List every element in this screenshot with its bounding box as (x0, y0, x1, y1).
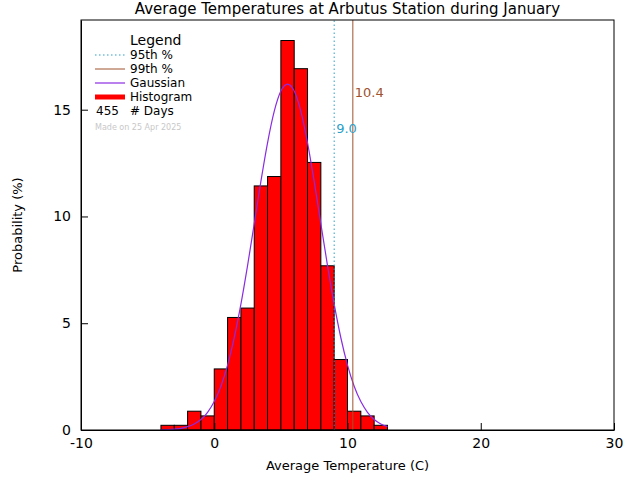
y-tick-mark (81, 430, 88, 431)
chart: Average Temperatures at Arbutus Station … (0, 0, 640, 480)
y-tick: 0 (62, 422, 88, 438)
legend-swatch (95, 82, 125, 83)
histogram-bar (214, 369, 227, 430)
x-tick: 10 (339, 423, 357, 451)
percentile-label: 10.4 (355, 85, 384, 100)
y-axis-title: Probability (%) (10, 177, 25, 272)
legend-label: Gaussian (130, 76, 185, 90)
y-tick-mark (81, 110, 88, 111)
y-tick-label: 5 (62, 315, 71, 331)
x-tick-label: 30 (606, 435, 624, 451)
y-tick-label: 15 (53, 102, 71, 118)
x-axis: -10 0 10 20 30 (70, 423, 623, 451)
x-tick-mark (214, 423, 215, 430)
y-tick: 10 (53, 208, 88, 224)
histogram-bar (281, 41, 294, 431)
percentile-line (352, 20, 353, 430)
histogram-bar (228, 317, 241, 430)
legend-label: Histogram (130, 90, 192, 104)
histogram-bar (294, 69, 307, 430)
y-tick-mark (81, 216, 88, 217)
histogram-bar (254, 186, 267, 430)
y-tick: 5 (62, 315, 88, 331)
histogram-bar (334, 360, 347, 430)
histogram-bar (268, 177, 281, 430)
x-tick: 30 (606, 423, 624, 451)
histogram-bar (348, 411, 361, 430)
gaussian-line (161, 84, 388, 430)
x-tick: 20 (472, 423, 490, 451)
legend: Legend95th %99th %GaussianHistogram 455 # … (95, 32, 192, 132)
histogram-bar (241, 308, 254, 430)
legend-title: Legend (130, 32, 181, 48)
x-axis-title: Average Temperature (C) (266, 458, 429, 473)
plot-area (161, 20, 388, 430)
x-tick-mark (348, 423, 349, 430)
legend-label: 99th % (130, 62, 173, 76)
percentile-label: 9.0 (336, 121, 357, 136)
legend-swatch (95, 95, 125, 100)
x-tick-mark (614, 423, 615, 430)
made-on-note: Made on 25 Apr 2025 (95, 123, 181, 132)
legend-label: 95th % (130, 48, 173, 62)
x-tick-label: -10 (70, 435, 93, 451)
y-axis-line (81, 21, 82, 431)
x-tick-mark (481, 423, 482, 430)
days-count: 455 (96, 104, 119, 118)
title: Average Temperatures at Arbutus Station … (135, 0, 560, 18)
y-tick: 15 (53, 102, 88, 118)
y-tick-label: 10 (53, 208, 71, 224)
x-tick-label: 0 (210, 435, 219, 451)
x-tick: 0 (210, 423, 219, 451)
x-tick-label: 10 (339, 435, 357, 451)
days-label: # Days (130, 104, 174, 118)
y-tick-mark (81, 323, 88, 324)
percentile-line (334, 20, 335, 430)
x-tick-label: 20 (472, 435, 490, 451)
legend-swatch (95, 69, 125, 70)
histogram-bar (308, 162, 321, 430)
y-axis: 0 5 10 15 (53, 21, 88, 438)
y-tick-label: 0 (62, 422, 71, 438)
legend-swatch (95, 55, 125, 56)
x-axis-line (82, 430, 615, 431)
plot-frame (81, 20, 614, 430)
